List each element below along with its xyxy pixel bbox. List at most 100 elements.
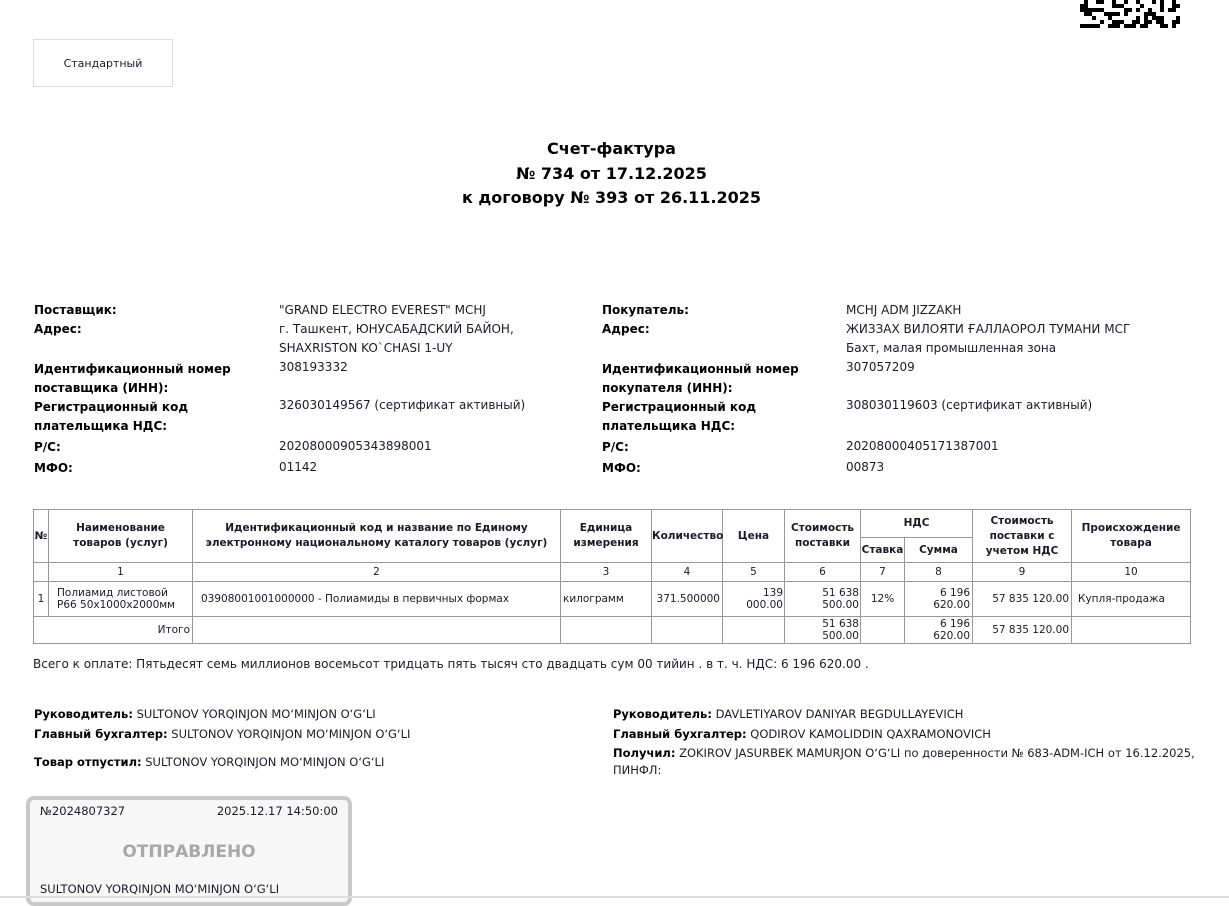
header-price: Цена: [722, 509, 785, 563]
contract-reference: к договору № 393 от 26.11.2025: [461, 188, 762, 207]
supplier-mfo: 01142: [279, 460, 318, 474]
supplier-labels: Поставщик: Адрес: Идентификационный номе…: [34, 301, 231, 478]
invoice-table: № Наименование товаров (услуг) Идентифик…: [33, 509, 1192, 644]
label: покупателя (ИНН):: [602, 381, 733, 395]
label: Главный бухгалтер:: [34, 727, 168, 741]
cell-num: 1: [33, 581, 49, 617]
label: Регистрационный код: [34, 400, 189, 414]
column-number: 7: [860, 562, 905, 582]
totals-cost: 51 638 500.00: [784, 616, 861, 644]
goods-released-by: SULTONOV YORQINJON MO‘MINJON O‘G‘LI: [145, 755, 385, 769]
supplier-inn: 308193332: [279, 360, 348, 374]
title-line: Счет-фактура: [547, 139, 676, 158]
header-cost: Стоимость поставки: [784, 509, 861, 563]
document-title: Счет-фактура № 734 от 17.12.2025 к догов…: [0, 137, 1223, 211]
view-mode-label: Стандартный: [63, 56, 143, 70]
supplier-address: г. Ташкент, ЮНУСАБАДСКИЙ БАЙОН,: [279, 322, 514, 336]
invoice-number: № 734 от 17.12.2025: [516, 163, 707, 183]
label: Адрес:: [34, 322, 82, 336]
buyer-name: MCHJ ADM JIZZAKH: [846, 303, 962, 317]
buyer-accountant: QODIROV KAMOLIDDIN QAXRAMONOVICH: [750, 727, 991, 741]
buyer-mfo: 00873: [846, 460, 885, 474]
label: Покупатель:: [602, 303, 689, 317]
column-number: 3: [560, 562, 652, 582]
totals-sum: 6 196 620.00: [903, 616, 974, 644]
header-rate: Ставка: [860, 537, 905, 563]
buyer-inn: 307057209: [846, 360, 915, 374]
view-mode-button[interactable]: Стандартный: [33, 39, 173, 87]
label: плательщика НДС:: [34, 419, 168, 433]
header-vat: НДС: [859, 509, 974, 538]
column-number: 5: [722, 562, 785, 582]
cell-code: 03908001001000000 - Полиамиды в первичны…: [192, 581, 561, 617]
header-unit: Единица измерения: [560, 509, 652, 563]
table-row: 1 Полиамид листовой Р66 50х1000х2000мм 0…: [33, 581, 1192, 617]
header-origin: Происхождение товара: [1071, 509, 1192, 563]
cell-origin: Купля-продажа: [1071, 581, 1192, 617]
buyer-head: DAVLETIYAROV DANIYAR BEGDULLAYEVICH: [715, 707, 964, 721]
buyer-account: 20208000405171387001: [846, 439, 999, 453]
stamp-number: №2024807327: [40, 804, 126, 818]
header-total: Стоимость поставки с учетом НДС: [972, 509, 1073, 563]
label: Адрес:: [602, 322, 650, 336]
signature-stamp: №2024807327 2025.12.17 14:50:00 ОТПРАВЛЕ…: [26, 796, 352, 906]
buyer-address: ЖИЗЗАХ ВИЛОЯТИ ҒАЛЛАОРОЛ ТУМАНИ МСГ: [846, 322, 1131, 336]
column-number: 9: [972, 562, 1073, 582]
column-number: 10: [1071, 562, 1192, 582]
label: Главный бухгалтер:: [613, 727, 747, 741]
header-qty: Количество: [651, 509, 723, 563]
cell-total: 57 835 120.00: [972, 581, 1073, 617]
buyer-signatures: Руководитель: DAVLETIYAROV DANIYAR BEGDU…: [613, 706, 1213, 779]
column-number-row: 1 2 3 4 5 6 7 8 9 10: [33, 562, 1192, 582]
totals-total: 57 835 120.00: [972, 616, 1073, 644]
divider: [0, 896, 1229, 898]
buyer-values: MCHJ ADM JIZZAKH ЖИЗЗАХ ВИЛОЯТИ ҒАЛЛАОРО…: [846, 301, 1130, 477]
cell-name: Полиамид листовой Р66 50х1000х2000мм: [48, 581, 193, 617]
buyer-labels: Покупатель: Адрес: Идентификационный ном…: [602, 301, 799, 478]
supplier-account: 20208000905343898001: [279, 439, 432, 453]
supplier-signatures: Руководитель: SULTONOV YORQINJON MO‘MINJ…: [34, 706, 410, 771]
header-name: Наименование товаров (услуг): [48, 509, 193, 563]
stamp-signer: SULTONOV YORQINJON MO‘MINJON O‘G‘LI: [40, 882, 280, 896]
label: Идентификационный номер: [602, 362, 799, 376]
cell-unit: килограмм: [560, 581, 652, 617]
label: Поставщик:: [34, 303, 117, 317]
header-num: №: [33, 509, 49, 563]
label: Регистрационный код: [602, 400, 757, 414]
stamp-status: ОТПРАВЛЕНО: [122, 842, 256, 862]
label: Р/С:: [34, 440, 61, 454]
received-by: ZOKIROV JASURBEK MAMURJON O‘G‘LI по дове…: [679, 746, 1195, 760]
totals-row: Итого 51 638 500.00 6 196 620.00 57 835 …: [33, 616, 1192, 644]
supplier-accountant: SULTONOV YORQINJON MO‘MINJON O‘G‘LI: [171, 727, 411, 741]
cell-cost: 51 638 500.00: [784, 581, 861, 617]
buyer-vat-code: 308030119603 (сертификат активный): [846, 398, 1093, 412]
label: плательщика НДС:: [602, 419, 736, 433]
buyer-address: Бахт, малая промышленная зона: [846, 341, 1057, 355]
label: Руководитель:: [34, 707, 133, 721]
label: Получил:: [613, 746, 676, 760]
header-code: Идентификационный код и название по Един…: [192, 509, 561, 563]
label: МФО:: [34, 461, 73, 475]
label: Р/С:: [602, 440, 629, 454]
qr-code-icon: [1080, 0, 1180, 28]
cell-empty: [33, 562, 49, 582]
supplier-name: "GRAND ELECTRO EVEREST" MCHJ: [279, 303, 486, 317]
column-number: 8: [903, 562, 974, 582]
column-number: 2: [192, 562, 561, 582]
total-payable-text: Всего к оплате: Пятьдесят семь миллионов…: [33, 657, 869, 671]
pinfl-label: ПИНФЛ:: [613, 763, 662, 777]
supplier-head: SULTONOV YORQINJON MO‘MINJON O‘G‘LI: [136, 707, 376, 721]
label: Руководитель:: [613, 707, 712, 721]
cell-rate: 12%: [860, 581, 905, 617]
supplier-vat-code: 326030149567 (сертификат активный): [279, 398, 526, 412]
column-number: 4: [651, 562, 723, 582]
supplier-address: SHAXRISTON KO`CHASI 1-UY: [279, 341, 453, 355]
column-number: 1: [48, 562, 193, 582]
cell-sum: 6 196 620.00: [903, 581, 974, 617]
label: Товар отпустил:: [34, 755, 142, 769]
label: Идентификационный номер: [34, 362, 231, 376]
cell-price: 139 000.00: [722, 581, 785, 617]
label: поставщика (ИНН):: [34, 381, 169, 395]
column-number: 6: [784, 562, 861, 582]
header-sum: Сумма: [903, 537, 974, 563]
